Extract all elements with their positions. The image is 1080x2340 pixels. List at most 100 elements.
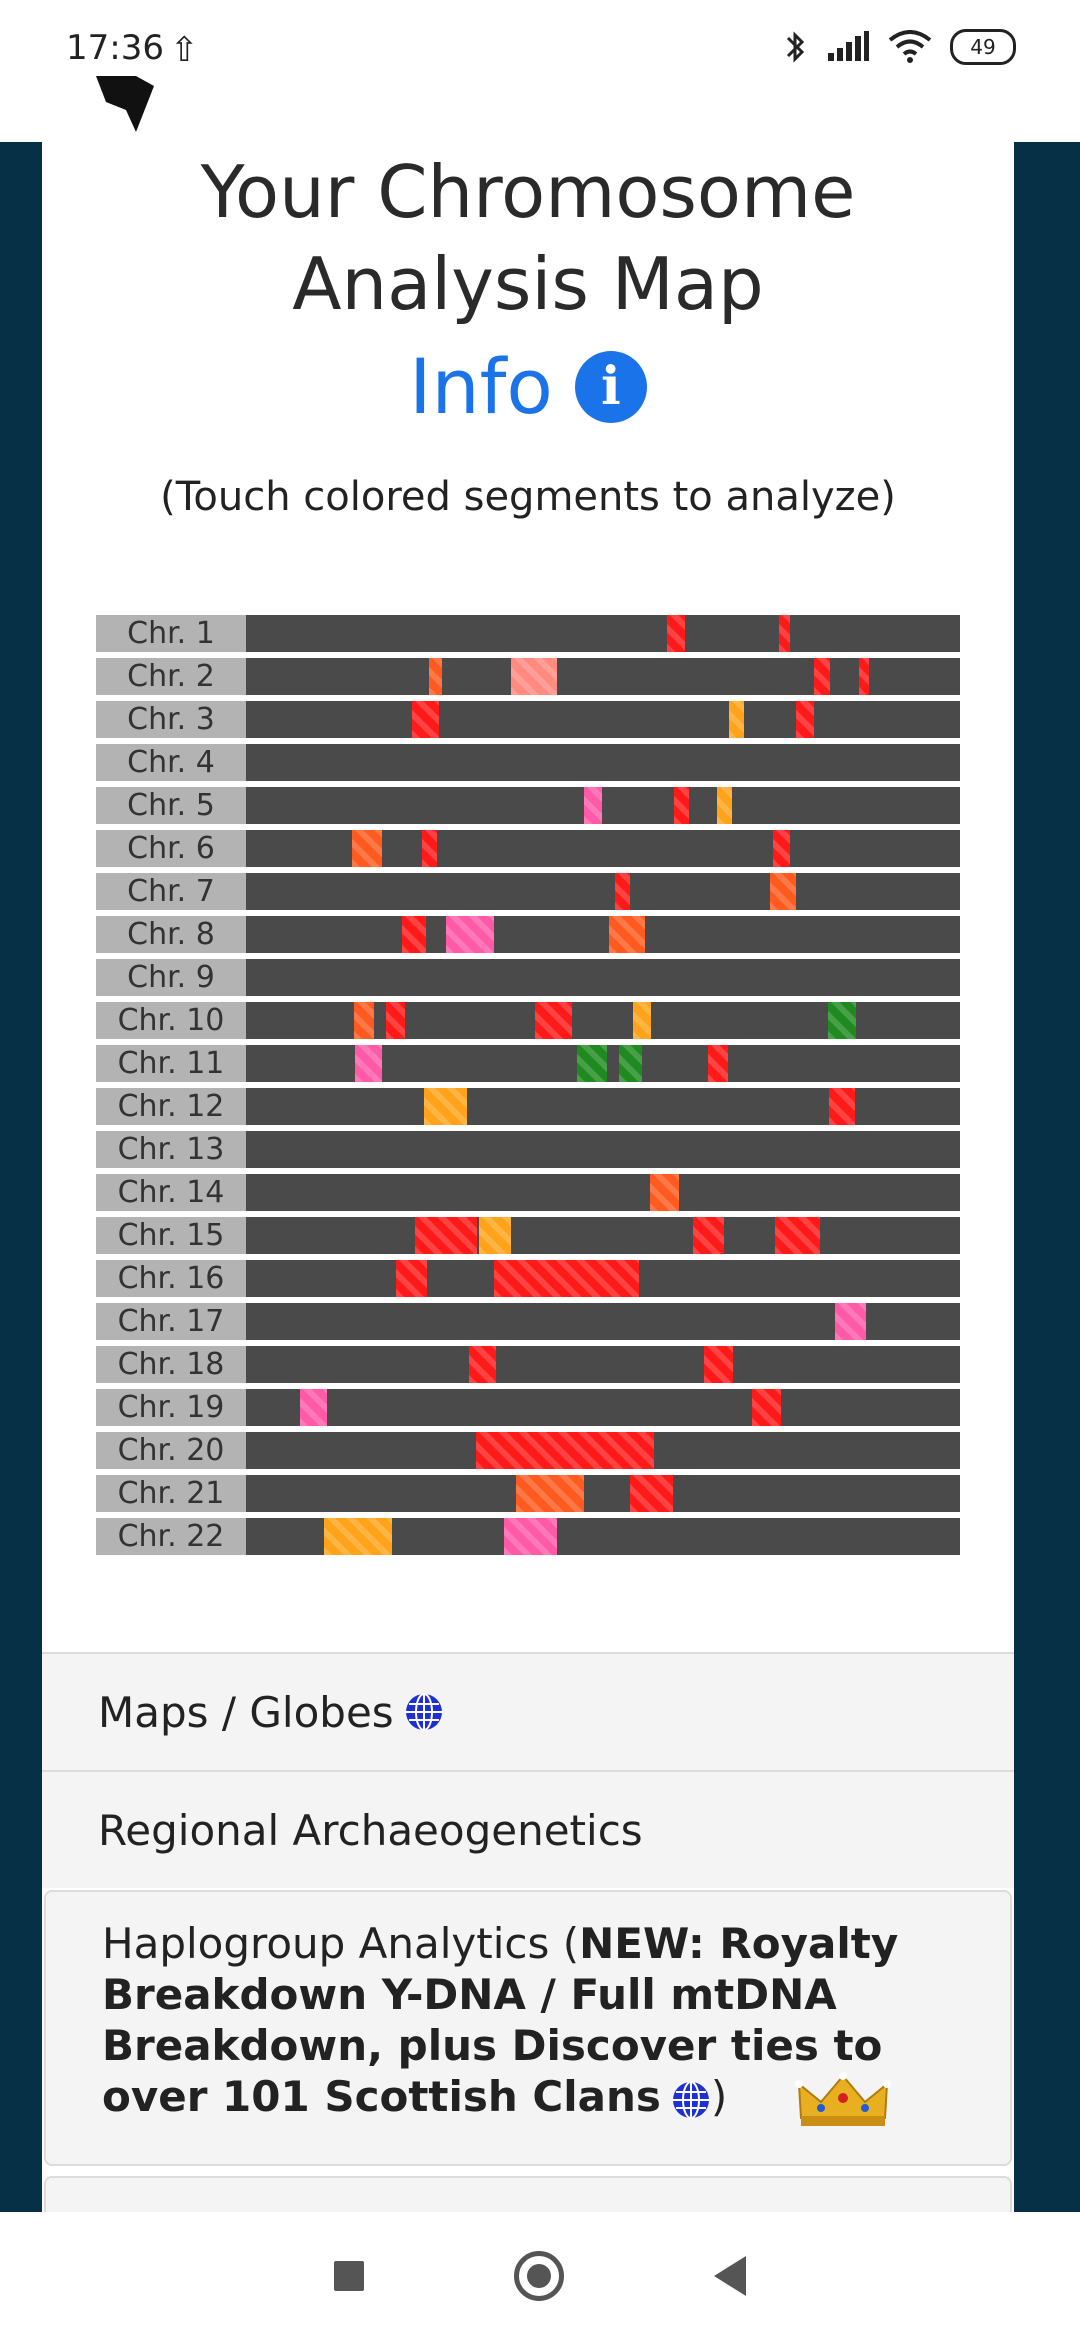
info-label[interactable]: Info	[409, 342, 553, 431]
chromosome-segment[interactable]	[752, 1389, 782, 1426]
chromosome-segment[interactable]	[796, 701, 814, 738]
chromosome-row: Chr. 20	[96, 1429, 960, 1472]
chromosome-segment[interactable]	[667, 615, 686, 652]
chromosome-segment[interactable]	[402, 916, 426, 953]
chromosome-segment[interactable]	[778, 615, 791, 652]
chromosome-row: Chr. 13	[96, 1128, 960, 1171]
chromosome-segment[interactable]	[535, 1002, 572, 1039]
chromosome-bar	[246, 1303, 960, 1340]
chromosome-segment[interactable]	[299, 1389, 327, 1426]
wifi-icon	[888, 30, 932, 63]
chromosome-bar	[246, 916, 960, 953]
menu-item-next[interactable]	[44, 2176, 1012, 2212]
page-title-line-2: Analysis Map	[292, 242, 764, 326]
chromosome-bar	[246, 658, 960, 695]
chromosome-segment[interactable]	[503, 1518, 557, 1555]
chromosome-map: Chr. 1 Chr. 2 Chr. 3 Chr. 4 Chr. 5 Chr. 6 Chr.…	[96, 612, 960, 1558]
chromosome-row: Chr. 14	[96, 1171, 960, 1214]
chromosome-segment[interactable]	[395, 1260, 427, 1297]
chromosome-label: Chr. 5	[96, 787, 246, 824]
chromosome-segment[interactable]	[828, 1088, 856, 1125]
chromosome-segment[interactable]	[584, 787, 603, 824]
chromosome-bar	[246, 744, 960, 781]
chromosome-segment[interactable]	[493, 1260, 640, 1297]
back-button[interactable]	[714, 2256, 746, 2296]
chromosome-segment[interactable]	[858, 658, 869, 695]
chromosome-bar	[246, 1088, 960, 1125]
status-icons: 49	[784, 28, 1016, 66]
chromosome-row: Chr. 11	[96, 1042, 960, 1085]
chromosome-bar	[246, 959, 960, 996]
info-link[interactable]: Info i	[42, 342, 1014, 431]
chromosome-segment[interactable]	[618, 1045, 643, 1082]
chromosome-segment[interactable]	[707, 1045, 728, 1082]
chromosome-segment[interactable]	[510, 658, 557, 695]
chromosome-label: Chr. 13	[96, 1131, 246, 1168]
chromosome-label: Chr. 17	[96, 1303, 246, 1340]
chromosome-bar	[246, 701, 960, 738]
instruction-text: (Touch colored segments to analyze)	[160, 474, 896, 520]
chromosome-segment[interactable]	[772, 830, 791, 867]
chromosome-row: Chr. 8	[96, 913, 960, 956]
menu-item-regional-archaeogenetics[interactable]: Regional Archaeogenetics	[42, 1770, 1014, 1888]
chromosome-segment[interactable]	[674, 787, 690, 824]
chromosome-segment[interactable]	[835, 1303, 867, 1340]
chromosome-segment[interactable]	[412, 701, 440, 738]
main-content: Your Chromosome Analysis Map Info i (Tou…	[42, 142, 1014, 2212]
chromosome-segment[interactable]	[814, 658, 831, 695]
chromosome-segment[interactable]	[576, 1045, 607, 1082]
chromosome-label: Chr. 19	[96, 1389, 246, 1426]
chromosome-segment[interactable]	[423, 1088, 468, 1125]
chromosome-segment[interactable]	[703, 1346, 733, 1383]
chromosome-bar	[246, 615, 960, 652]
signal-icon	[828, 31, 869, 61]
chromosome-segment[interactable]	[515, 1475, 584, 1512]
chromosome-bar	[246, 830, 960, 867]
chromosome-bar	[246, 787, 960, 824]
page-title: Your Chromosome Analysis Map	[42, 146, 1014, 330]
chromosome-row: Chr. 19	[96, 1386, 960, 1429]
chromosome-segment[interactable]	[351, 830, 382, 867]
menu-item-haplogroup-analytics[interactable]: Haplogroup Analytics (NEW: Royalty Break…	[44, 1890, 1012, 2166]
chromosome-segment[interactable]	[353, 1002, 374, 1039]
chromosome-segment[interactable]	[716, 787, 733, 824]
home-button[interactable]	[514, 2251, 564, 2301]
chromosome-segment[interactable]	[728, 701, 744, 738]
haplo-new-feature: NEW: Royalty Breakdown Y-DNA / Full mtDN…	[102, 1919, 899, 2121]
chromosome-segment[interactable]	[650, 1174, 679, 1211]
chromosome-segment[interactable]	[428, 658, 442, 695]
chromosome-bar	[246, 1432, 960, 1469]
chromosome-row: Chr. 9	[96, 956, 960, 999]
chromosome-bar	[246, 1518, 960, 1555]
chromosome-segment[interactable]	[632, 1002, 651, 1039]
battery-indicator: 49	[950, 29, 1016, 65]
chromosome-segment[interactable]	[479, 1217, 511, 1254]
chromosome-segment[interactable]	[415, 1217, 477, 1254]
chromosome-row: Chr. 3	[96, 698, 960, 741]
chromosome-segment[interactable]	[770, 873, 797, 910]
globe-icon	[672, 2080, 709, 2119]
chromosome-label: Chr. 12	[96, 1088, 246, 1125]
chromosome-label: Chr. 7	[96, 873, 246, 910]
chromosome-label: Chr. 15	[96, 1217, 246, 1254]
chromosome-label: Chr. 2	[96, 658, 246, 695]
recent-apps-button[interactable]	[334, 2261, 364, 2291]
menu-list: Maps / Globes Regional Archaeogenetics H…	[42, 1652, 1014, 2212]
chromosome-segment[interactable]	[354, 1045, 382, 1082]
info-icon[interactable]: i	[574, 350, 647, 423]
chromosome-segment[interactable]	[775, 1217, 821, 1254]
chromosome-segment[interactable]	[630, 1475, 673, 1512]
chromosome-segment[interactable]	[445, 916, 495, 953]
menu-item-maps-globes[interactable]: Maps / Globes	[42, 1652, 1014, 1770]
chromosome-segment[interactable]	[692, 1217, 724, 1254]
chromosome-segment[interactable]	[385, 1002, 405, 1039]
chromosome-segment[interactable]	[608, 916, 646, 953]
chromosome-segment[interactable]	[323, 1518, 392, 1555]
status-time: 17:36	[66, 28, 164, 68]
chromosome-segment[interactable]	[827, 1002, 856, 1039]
chromosome-row: Chr. 5	[96, 784, 960, 827]
chromosome-segment[interactable]	[475, 1432, 654, 1469]
chromosome-segment[interactable]	[421, 830, 438, 867]
chromosome-segment[interactable]	[469, 1346, 496, 1383]
chromosome-segment[interactable]	[615, 873, 631, 910]
